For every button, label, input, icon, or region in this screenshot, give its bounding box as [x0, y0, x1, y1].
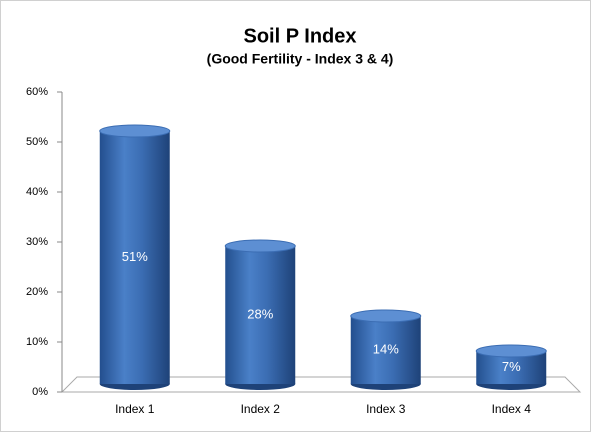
bar: [350, 316, 421, 384]
chart-subtitle: (Good Fertility - Index 3 & 4): [207, 51, 394, 67]
y-tick-label: 40%: [26, 186, 48, 198]
chart-title: Soil P Index: [244, 25, 357, 47]
value-label: 51%: [122, 249, 148, 264]
x-tick-label: Index 2: [241, 402, 281, 416]
y-tick-label: 0%: [32, 386, 48, 398]
x-tick-label: Index 4: [492, 402, 532, 416]
bar-top: [99, 124, 171, 138]
x-tick-label: Index 3: [366, 402, 406, 416]
value-label: 28%: [247, 306, 273, 321]
bar-top: [224, 239, 296, 253]
x-tick-label: Index 1: [115, 402, 155, 416]
bar-top: [350, 309, 422, 323]
floor: [60, 376, 582, 393]
y-tick-label: 60%: [26, 86, 48, 98]
y-tick-label: 30%: [26, 236, 48, 248]
y-tick-label: 20%: [26, 286, 48, 298]
value-label: 7%: [502, 359, 521, 374]
bar: [225, 246, 296, 384]
y-tick-label: 10%: [26, 336, 48, 348]
value-label: 14%: [373, 341, 399, 356]
y-tick-label: 50%: [26, 136, 48, 148]
bar-top: [475, 344, 547, 358]
bar: [99, 131, 170, 384]
